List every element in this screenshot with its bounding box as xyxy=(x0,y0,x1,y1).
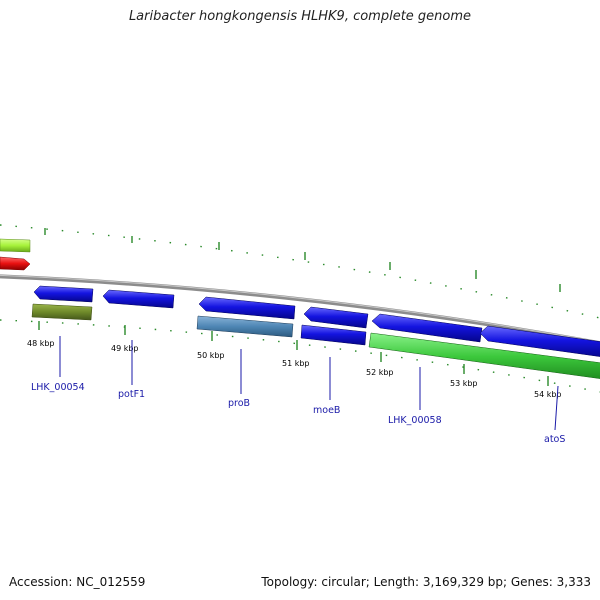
accession-text: Accession: NC_012559 xyxy=(9,575,146,589)
scale-label: 50 kbp xyxy=(197,351,225,360)
gene-label-LHK_00058[interactable]: LHK_00058 xyxy=(388,415,442,426)
gene-labels: LHK_00054 potF1 proB moeB LHK_00058 atoS xyxy=(31,382,565,445)
gene-proB-lower[interactable] xyxy=(196,315,294,338)
scale-label: 51 kbp xyxy=(282,359,310,368)
gene-label-LHK_00054[interactable]: LHK_00054 xyxy=(31,382,85,393)
gene-label-moeB[interactable]: moeB xyxy=(313,405,340,416)
gene-label-proB[interactable]: proB xyxy=(228,398,250,409)
scale-label: 54 kbp xyxy=(534,390,562,399)
gene-label-potF1[interactable]: potF1 xyxy=(118,389,145,400)
gene-potF1[interactable] xyxy=(102,289,175,309)
gene-label-atoS[interactable]: atoS xyxy=(544,434,565,445)
genome-title: Laribacter hongkongensis HLHK9, complete… xyxy=(128,9,472,24)
genome-backbone xyxy=(0,274,600,346)
gene-LHK_00058-upper[interactable] xyxy=(371,313,483,343)
topology-text: Topology: circular; Length: 3,169,329 bp… xyxy=(261,575,591,589)
gene-label-leaders xyxy=(59,336,559,431)
gene-proB[interactable] xyxy=(198,296,296,320)
scale-labels: 48 kbp 49 kbp 50 kbp 51 kbp 52 kbp 53 kb… xyxy=(27,339,562,399)
gene-red-partial[interactable] xyxy=(0,256,31,271)
scale-label: 49 kbp xyxy=(111,344,139,353)
gene-lime-partial[interactable] xyxy=(0,238,31,253)
gene-atoS-upper[interactable] xyxy=(479,325,600,358)
scale-label: 48 kbp xyxy=(27,339,55,348)
gene-LHK_00058-lower[interactable] xyxy=(368,332,600,380)
gene-LHK_00054[interactable] xyxy=(33,285,94,303)
gene-moeB-upper[interactable] xyxy=(303,306,369,329)
gene-moeB-lower[interactable] xyxy=(300,324,367,346)
scale-ticks xyxy=(0,319,600,393)
upper-tick-ring xyxy=(0,224,600,319)
scale-label: 53 kbp xyxy=(450,379,478,388)
scale-label: 52 kbp xyxy=(366,368,394,377)
gene-LHK_00054-lower[interactable] xyxy=(31,303,93,321)
